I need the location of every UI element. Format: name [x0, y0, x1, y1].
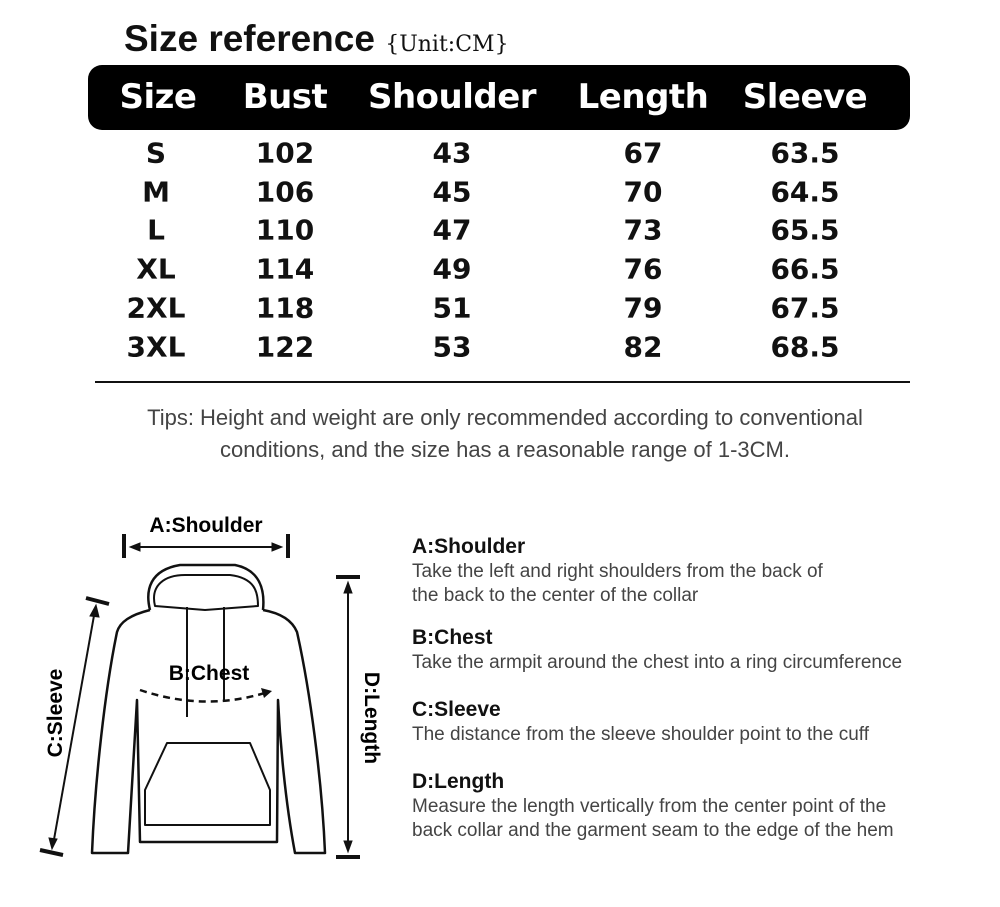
cell-sleeve: 63.5: [770, 136, 840, 170]
length-measure-icon: [336, 575, 360, 859]
cell-size: M: [142, 175, 170, 209]
label-shoulder: A:Shoulder: [149, 514, 262, 537]
label-chest: B:Chest: [169, 662, 250, 685]
cell-size: S: [145, 136, 167, 170]
chart-title: Size reference {Unit:CM}: [124, 18, 509, 60]
cell-bust: 114: [255, 252, 315, 286]
chest-arrow: [139, 688, 269, 703]
table-header: Size Bust Shoulder Length Sleeve: [88, 65, 910, 130]
title-text: Size reference: [124, 18, 375, 59]
tips: Tips: Height and weight are only recomme…: [0, 402, 1000, 466]
cell-size: XL: [136, 252, 176, 286]
cell-bust: 106: [255, 175, 315, 209]
divider: [95, 381, 910, 383]
cell-sleeve: 67.5: [770, 291, 840, 325]
tips-line: conditions, and the size has a reasonabl…: [220, 437, 790, 462]
cell-bust: 102: [255, 136, 315, 170]
desc-sleeve: C:Sleeve The distance from the sleeve sho…: [412, 697, 869, 747]
cell-length: 82: [623, 330, 663, 363]
header-size: Size: [119, 77, 198, 117]
cell-size: 3XL: [126, 330, 186, 363]
cell-bust: 110: [255, 213, 315, 247]
header-length: Length: [577, 77, 709, 117]
cell-sleeve: 66.5: [770, 252, 840, 286]
cell-sleeve: 64.5: [770, 175, 840, 209]
label-length: D:Length: [360, 672, 383, 764]
cell-length: 73: [623, 213, 663, 247]
desc-shoulder: A:Shoulder Take the left and right should…: [412, 534, 823, 608]
desc-line: Measure the length vertically from the c…: [412, 796, 887, 817]
cell-sleeve: 65.5: [770, 213, 840, 247]
unit-label: {Unit:CM}: [385, 32, 509, 57]
shoulder-measure-icon: [122, 534, 290, 558]
cell-shoulder: 47: [432, 213, 472, 247]
sleeve-measure-icon: [39, 596, 110, 857]
desc-line: the back to the center of the collar: [412, 585, 699, 606]
desc-title: B:Chest: [412, 626, 493, 649]
cell-shoulder: 43: [432, 136, 472, 170]
desc-length: D:Length Measure the length vertically fr…: [412, 769, 894, 843]
cell-shoulder: 49: [432, 252, 472, 286]
desc-line: Take the armpit around the chest into a …: [412, 652, 903, 673]
desc-title: C:Sleeve: [412, 698, 501, 721]
desc-line: The distance from the sleeve shoulder po…: [412, 724, 869, 745]
label-sleeve: C:Sleeve: [44, 669, 67, 758]
desc-title: A:Shoulder: [412, 535, 526, 558]
cell-shoulder: 45: [432, 175, 472, 209]
cell-length: 76: [623, 252, 663, 286]
header-bust: Bust: [242, 77, 328, 117]
cell-length: 67: [623, 136, 663, 170]
header-sleeve: Sleeve: [742, 77, 868, 117]
tips-line: Tips: Height and weight are only recomme…: [147, 405, 863, 430]
desc-line: Take the left and right shoulders from t…: [412, 561, 823, 582]
cell-bust: 122: [255, 330, 315, 363]
cell-length: 79: [623, 291, 663, 325]
hoodie-outline: [90, 563, 327, 855]
desc-line: back collar and the garment seam to the …: [412, 820, 894, 841]
cell-shoulder: 53: [432, 330, 472, 363]
cell-length: 70: [623, 175, 663, 209]
desc-chest: B:Chest Take the armpit around the chest …: [412, 625, 902, 675]
cell-size: 2XL: [126, 291, 186, 325]
desc-title: D:Length: [412, 770, 505, 793]
cell-bust: 118: [255, 291, 315, 325]
cell-size: L: [147, 213, 165, 247]
cell-shoulder: 51: [432, 291, 472, 325]
cell-sleeve: 68.5: [770, 330, 840, 363]
header-shoulder: Shoulder: [367, 77, 537, 117]
